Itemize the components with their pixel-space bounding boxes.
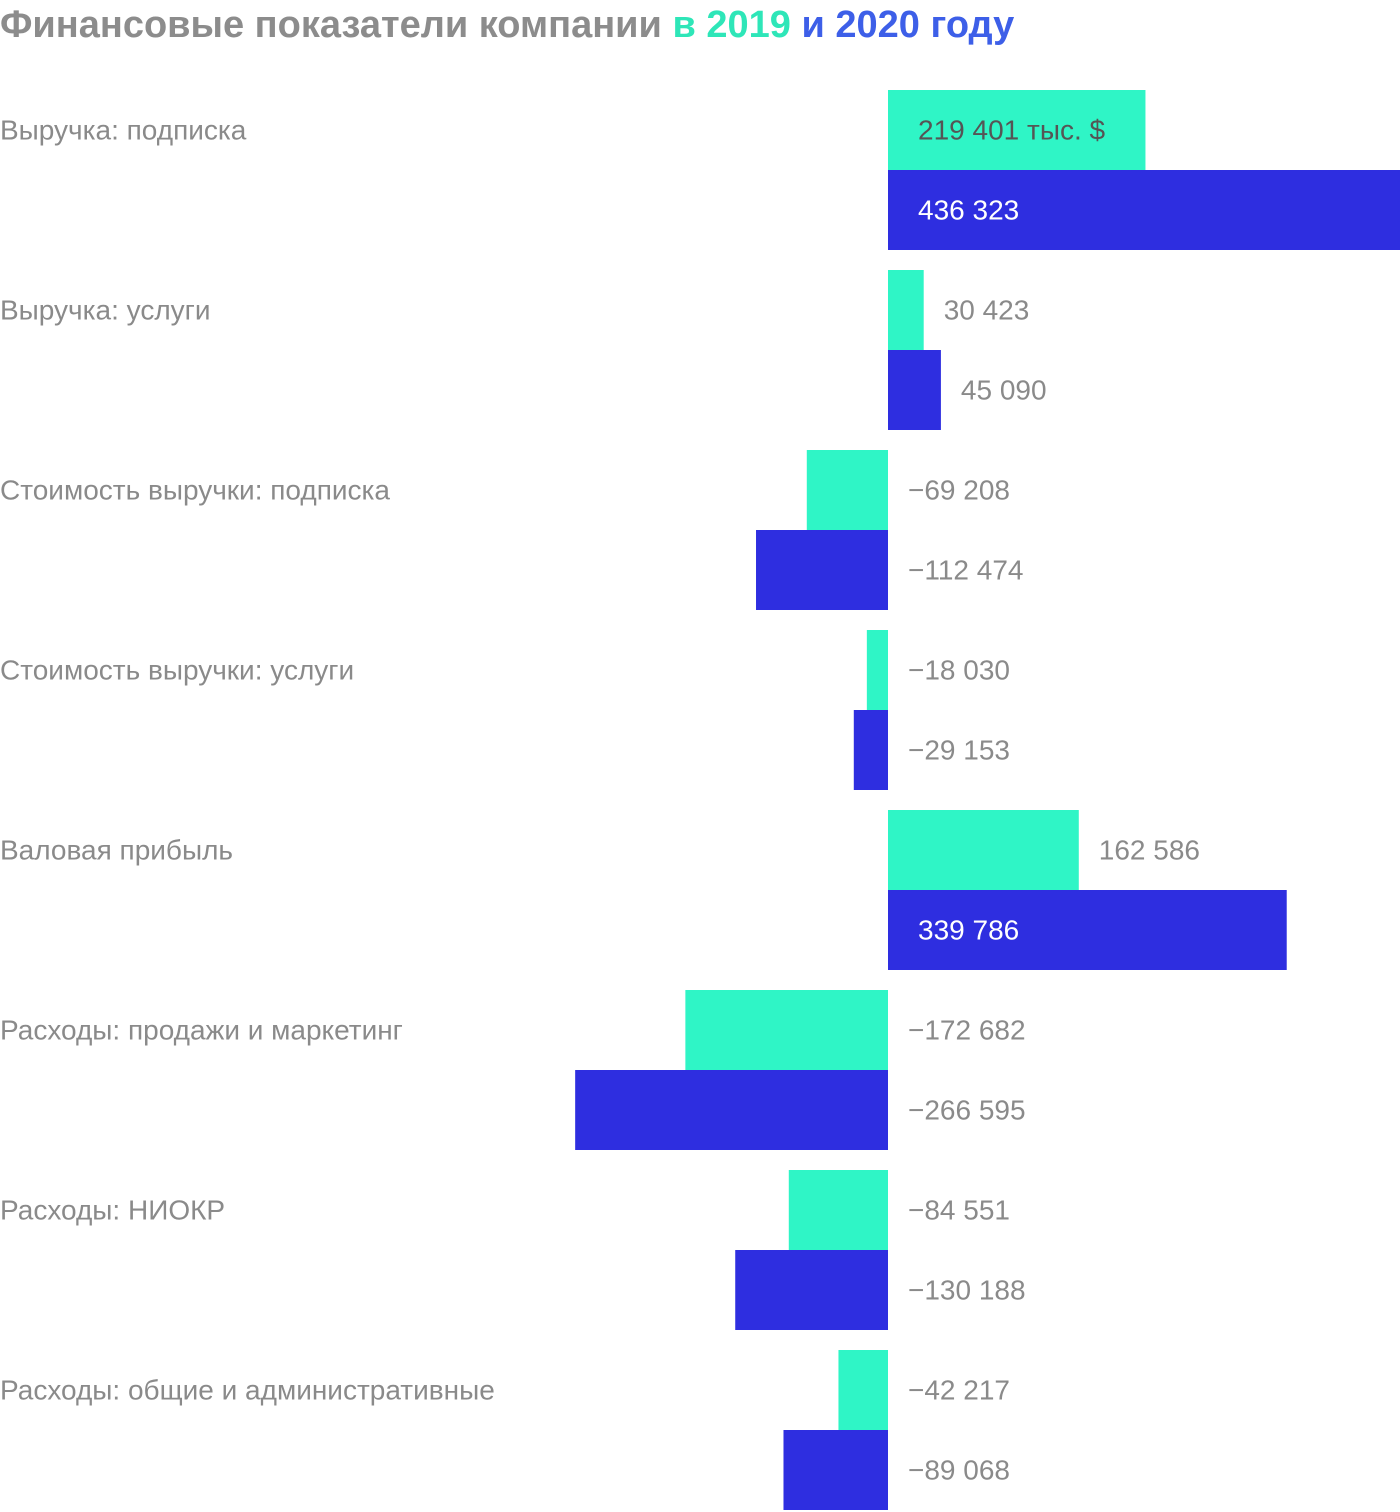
data-label: 219 401 тыс. $ bbox=[918, 115, 1106, 146]
category-label: Расходы: продажи и маркетинг bbox=[0, 1015, 403, 1046]
data-label: 45 090 bbox=[961, 375, 1047, 406]
bar-2020 bbox=[888, 350, 941, 430]
data-label: −18 030 bbox=[908, 655, 1010, 686]
category-label: Валовая прибыль bbox=[0, 835, 233, 866]
bar-2019 bbox=[838, 1350, 888, 1430]
bar-2020 bbox=[575, 1070, 888, 1150]
title-year-2019: в 2019 bbox=[672, 4, 791, 46]
bar-2019 bbox=[866, 630, 888, 710]
category-label: Выручка: услуги bbox=[0, 295, 211, 326]
bar-2019 bbox=[685, 990, 888, 1070]
data-label: −130 188 bbox=[908, 1275, 1026, 1306]
chart-title: Финансовые показатели компании в 2019 и … bbox=[0, 0, 1014, 52]
data-label: −266 595 bbox=[908, 1095, 1026, 1126]
category-label: Стоимость выручки: подписка bbox=[0, 475, 390, 506]
data-label: −112 474 bbox=[908, 555, 1024, 586]
bar-2019 bbox=[788, 1170, 888, 1250]
title-main: Финансовые показатели компании bbox=[0, 4, 662, 46]
category-label: Расходы: общие и административные bbox=[0, 1375, 495, 1406]
category-label: Расходы: НИОКР bbox=[0, 1195, 225, 1226]
data-label: 339 786 bbox=[918, 915, 1019, 946]
bar-2019 bbox=[888, 90, 1146, 170]
bar-2020 bbox=[756, 530, 888, 610]
bar-2019 bbox=[888, 810, 1079, 890]
category-label: Стоимость выручки: услуги bbox=[0, 655, 354, 686]
category-label: Выручка: подписка bbox=[0, 115, 247, 146]
data-label: −172 682 bbox=[908, 1015, 1026, 1046]
data-label: −42 217 bbox=[908, 1375, 1010, 1406]
title-year-2020: 2020 году bbox=[835, 4, 1015, 46]
bar-2020 bbox=[888, 170, 1400, 250]
bar-2019 bbox=[888, 270, 924, 350]
data-label: −29 153 bbox=[908, 735, 1010, 766]
data-label: −89 068 bbox=[908, 1455, 1010, 1486]
bar-2019 bbox=[806, 450, 888, 530]
data-label: 436 323 bbox=[918, 195, 1019, 226]
title-conjunction: и bbox=[801, 4, 825, 46]
bar-2020 bbox=[735, 1250, 888, 1330]
data-label: −84 551 bbox=[908, 1195, 1010, 1226]
data-label: 30 423 bbox=[944, 295, 1030, 326]
data-label: −69 208 bbox=[908, 475, 1010, 506]
bar-2020 bbox=[888, 890, 1287, 970]
data-label: 162 586 bbox=[1099, 835, 1200, 866]
bar-2020 bbox=[783, 1430, 888, 1510]
bar-2020 bbox=[853, 710, 888, 790]
